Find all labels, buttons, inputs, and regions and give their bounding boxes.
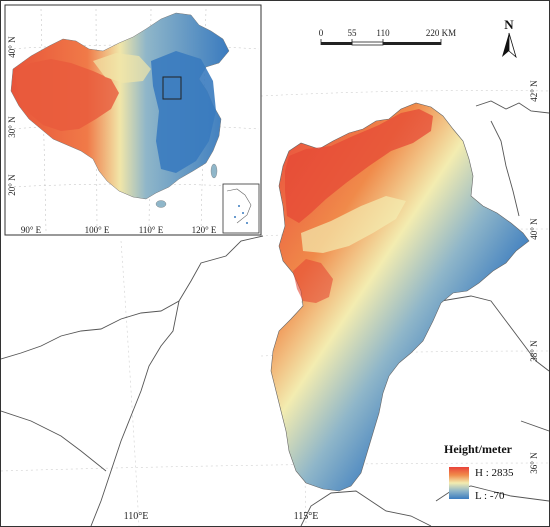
inset-lon-label-110: 110° E bbox=[139, 225, 164, 235]
north-arrow-icon: N bbox=[502, 17, 517, 59]
scale-bar: 0 55 110 220 KM bbox=[319, 28, 456, 46]
scale-tick-110: 110 bbox=[376, 28, 390, 38]
lon-label-115: 115°E bbox=[294, 511, 319, 522]
lon-label-110: 110°E bbox=[124, 511, 149, 522]
inset-lon-label-100: 100° E bbox=[85, 225, 110, 235]
inset-lon-label-120: 120° E bbox=[192, 225, 217, 235]
south-china-sea-inset bbox=[222, 183, 260, 234]
lat-label-40: 40° N bbox=[529, 218, 539, 240]
study-area-dem bbox=[270, 102, 530, 492]
legend: Height/meter H : 2835 L : -70 bbox=[444, 442, 514, 502]
inset-map: 90° E 100° E 110° E 120° E 40° N 30° N 2… bbox=[4, 4, 262, 236]
scale-tick-220: 220 KM bbox=[426, 28, 456, 38]
inset-study-region bbox=[162, 76, 182, 100]
lat-label-42: 42° N bbox=[529, 80, 539, 102]
inset-lat-label-40: 40° N bbox=[7, 36, 17, 58]
legend-high-label: H : 2835 bbox=[475, 467, 514, 479]
inset-lat-label-20: 20° N bbox=[7, 174, 17, 196]
lat-label-36: 36° N bbox=[529, 452, 539, 474]
province-boundaries bbox=[1, 100, 549, 526]
plateau-yellow bbox=[301, 196, 406, 253]
highland-red bbox=[285, 109, 433, 223]
inset-lon-label-90: 90° E bbox=[21, 225, 42, 235]
legend-color-ramp bbox=[449, 467, 469, 499]
scale-tick-55: 55 bbox=[348, 28, 358, 38]
lat-label-38: 38° N bbox=[529, 340, 539, 362]
north-arrow-label: N bbox=[504, 17, 514, 32]
scale-tick-0: 0 bbox=[319, 28, 324, 38]
legend-title: Height/meter bbox=[444, 442, 513, 456]
inset-lat-label-30: 30° N bbox=[7, 116, 17, 138]
highland-red-2 bbox=[293, 259, 333, 303]
legend-low-label: L : -70 bbox=[475, 490, 505, 502]
